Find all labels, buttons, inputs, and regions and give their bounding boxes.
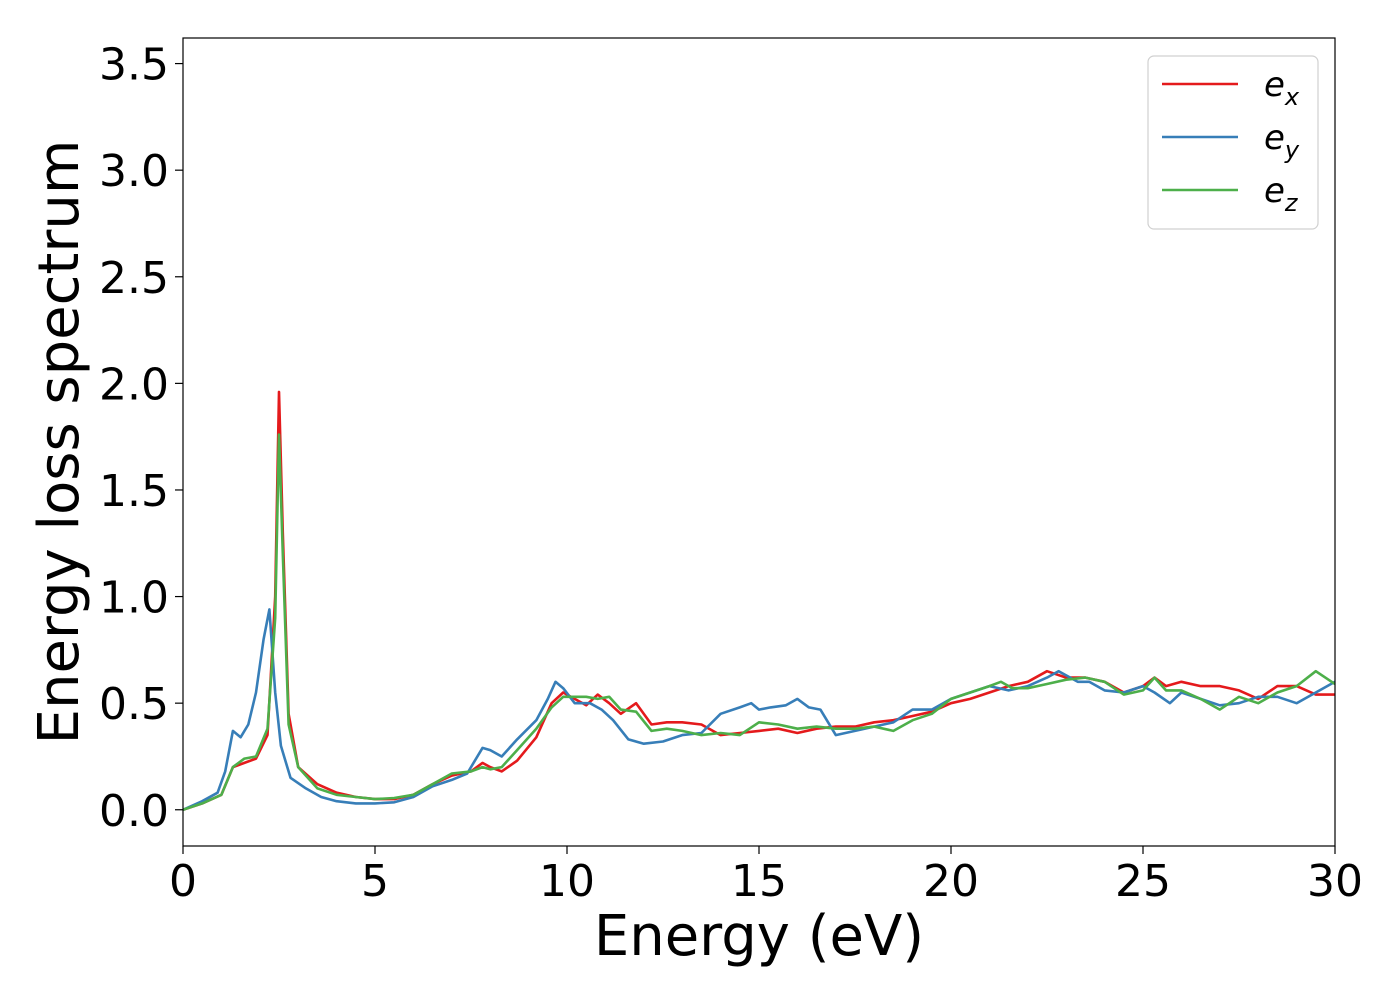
x-tick-label: 30 bbox=[1307, 856, 1363, 907]
x-tick-label: 20 bbox=[923, 856, 979, 907]
x-axis-label: Energy (eV) bbox=[594, 904, 924, 969]
y-tick-label: 3.5 bbox=[99, 40, 169, 91]
y-axis-label: Energy loss spectrum bbox=[27, 140, 92, 745]
legend-label-x: ex bbox=[1264, 65, 1300, 111]
x-tick-label: 10 bbox=[539, 856, 595, 907]
y-tick-label: 2.0 bbox=[99, 359, 169, 410]
x-tick-label: 5 bbox=[361, 856, 389, 907]
ticks-layer: 0 5 10 15 20 25 30 0.0 0.5 1.0 1.5 2.0 2.5 3.0 3.5 bbox=[99, 40, 1363, 907]
y-tick-label: 3.0 bbox=[99, 146, 169, 197]
x-tick-label: 25 bbox=[1115, 856, 1171, 907]
series-layer bbox=[183, 390, 1335, 812]
legend-box bbox=[1147, 55, 1319, 230]
y-tick-label: 1.0 bbox=[99, 573, 169, 624]
y-tick-label: 2.5 bbox=[99, 253, 169, 304]
x-tick-label: 0 bbox=[169, 856, 197, 907]
x-tick-label: 15 bbox=[731, 856, 787, 907]
y-tick-label: 1.5 bbox=[99, 466, 169, 517]
y-tick-label: 0.5 bbox=[99, 679, 169, 730]
y-tick-label: 0.0 bbox=[99, 786, 169, 837]
series-line-y bbox=[183, 608, 1335, 811]
series-line-x bbox=[183, 390, 1335, 812]
series-line-z bbox=[183, 433, 1335, 812]
